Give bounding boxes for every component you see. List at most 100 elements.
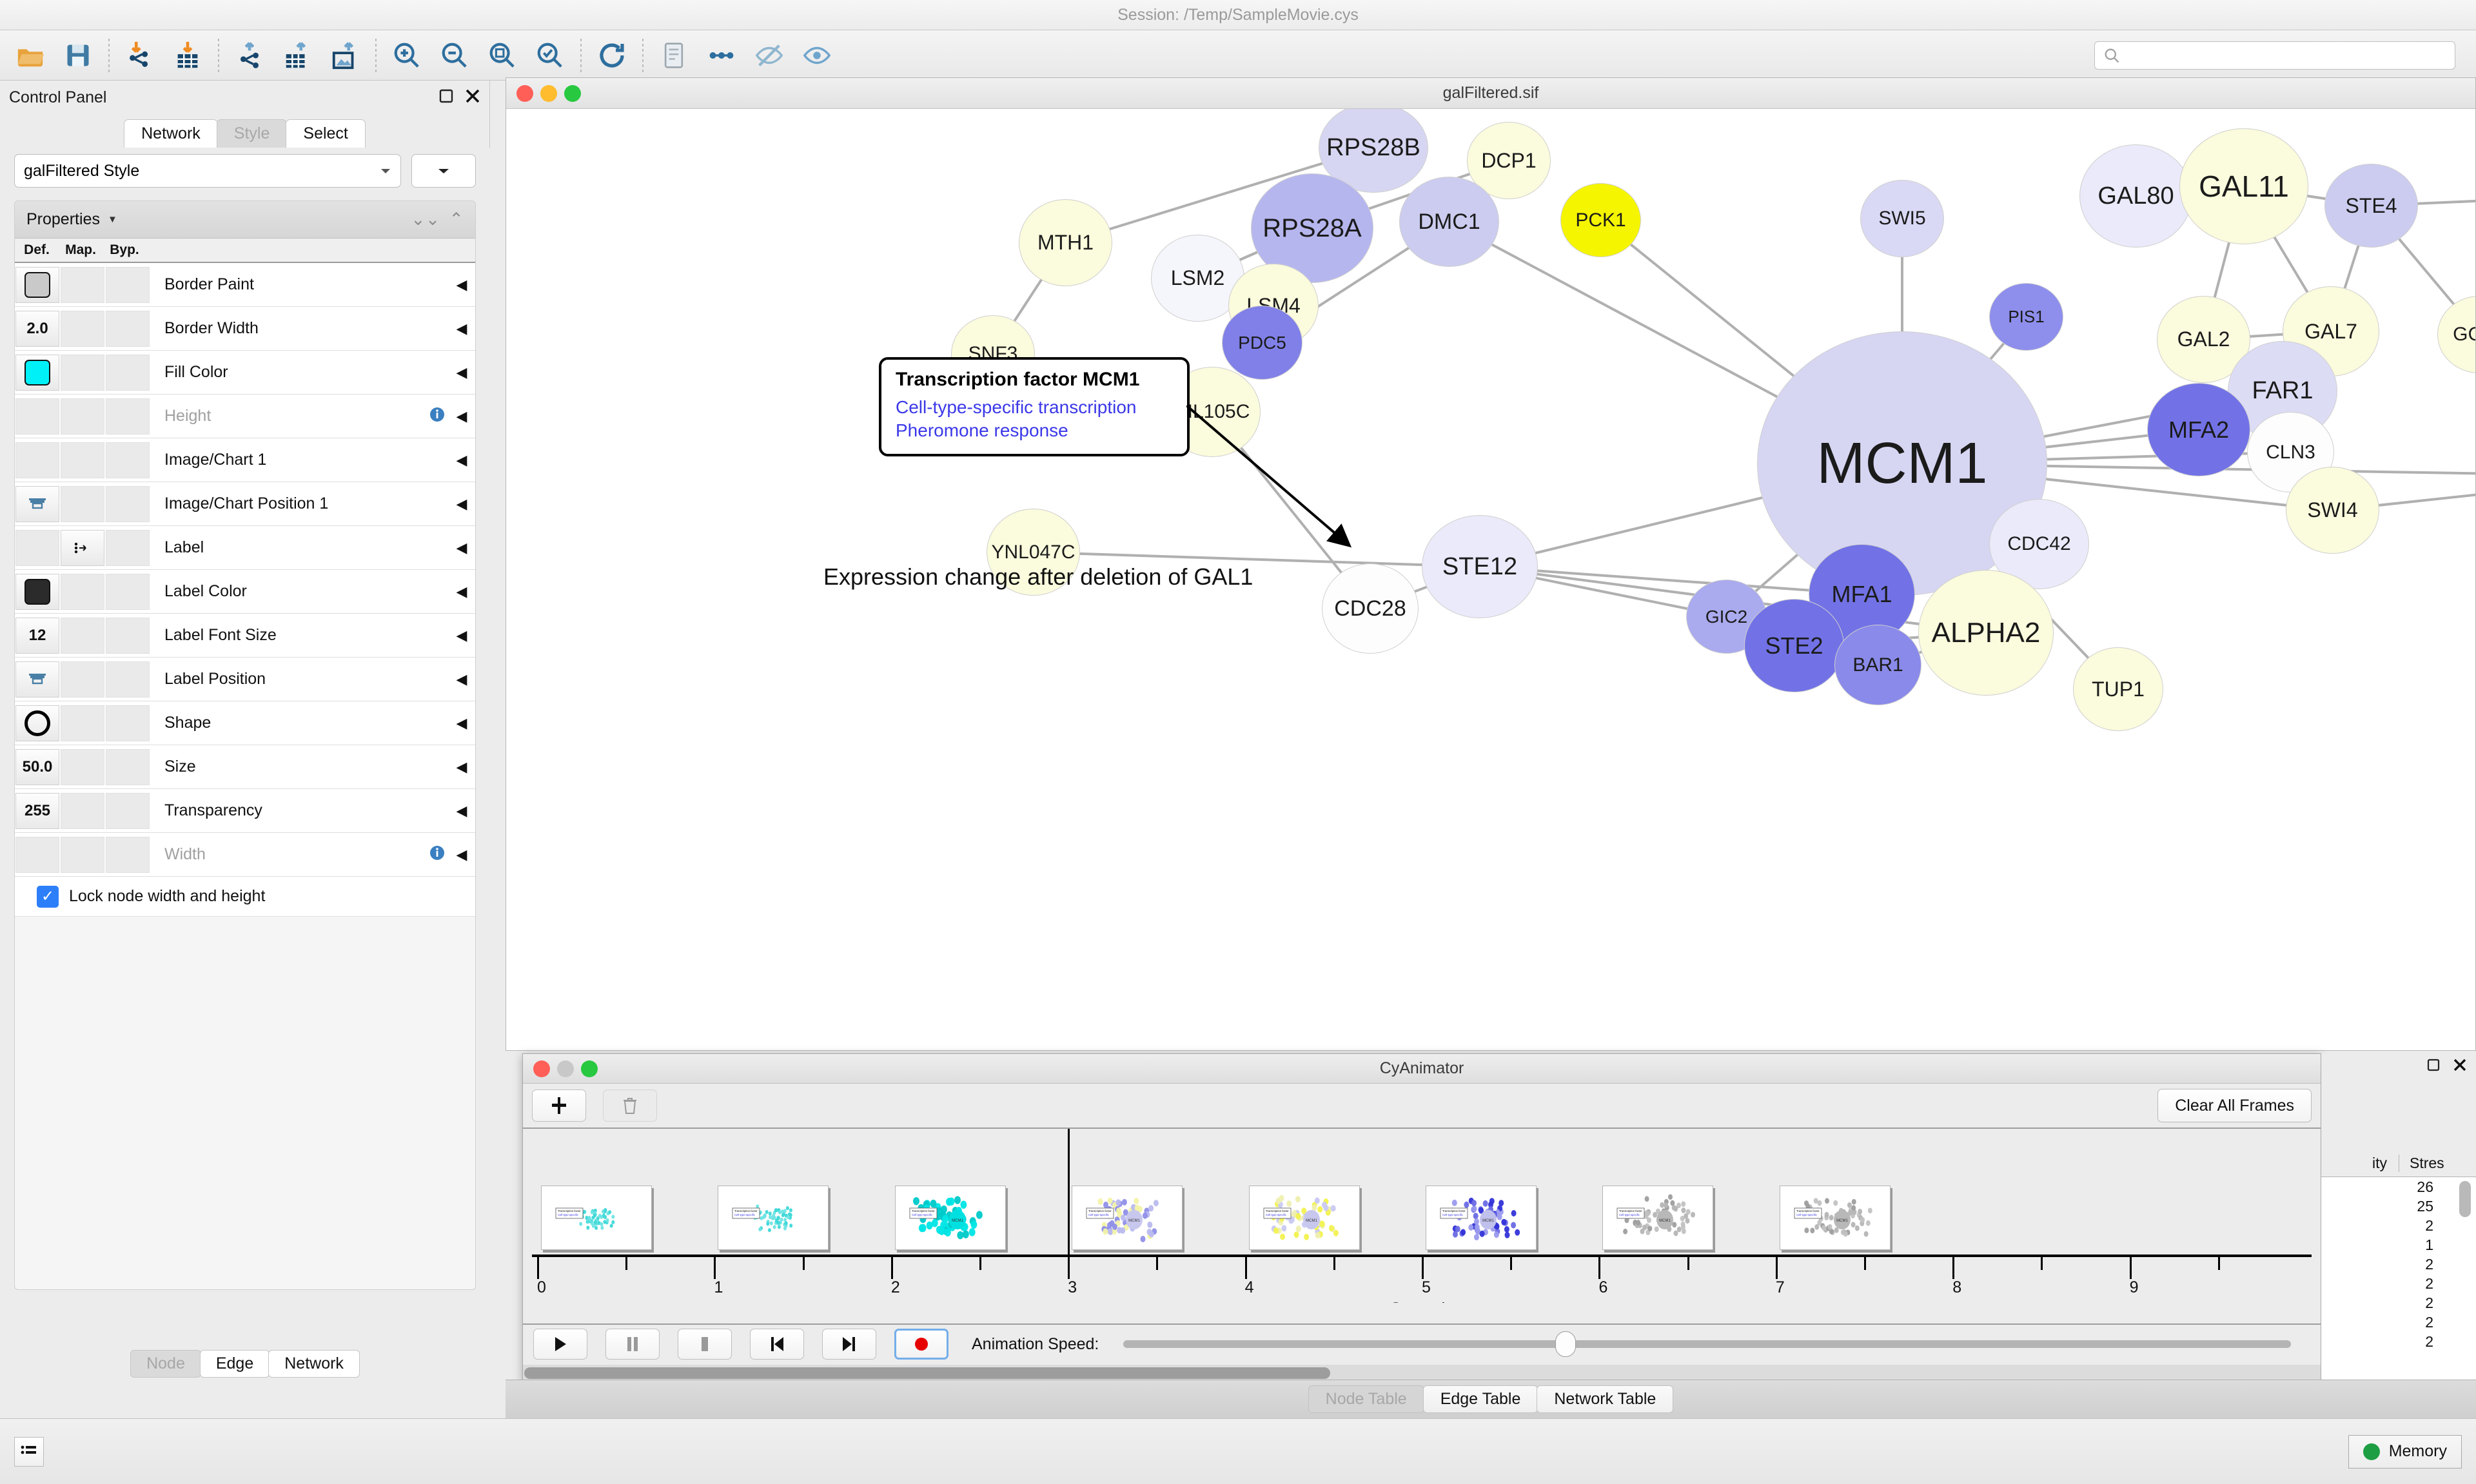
animation-frame[interactable]: Transcription factor Cell-type-specific: [718, 1186, 829, 1250]
property-default-cell[interactable]: [15, 266, 59, 303]
network-node[interactable]: BAR1: [1834, 625, 1921, 705]
zoom-fit-icon[interactable]: [478, 34, 526, 77]
property-default-cell[interactable]: 255: [15, 792, 59, 829]
position-icon[interactable]: [28, 496, 47, 512]
property-bypass-cell[interactable]: [106, 792, 150, 829]
table-close-icon[interactable]: [2453, 1058, 2467, 1075]
network-node[interactable]: ALPHA2: [1918, 570, 2054, 696]
property-default-cell[interactable]: 2.0: [15, 310, 59, 347]
property-expand-arrow[interactable]: ◀: [456, 364, 467, 380]
step-back-button[interactable]: [750, 1329, 804, 1360]
property-mapping-cell[interactable]: [61, 485, 104, 522]
float-panel-icon[interactable]: [439, 89, 453, 106]
table-row[interactable]: 2: [2425, 1313, 2433, 1331]
info-icon[interactable]: [426, 845, 448, 864]
property-row[interactable]: Image/Chart 1 ◀: [15, 438, 475, 482]
new-network-icon[interactable]: [650, 34, 698, 77]
pause-button[interactable]: [605, 1329, 660, 1360]
tab-node[interactable]: Node: [130, 1349, 201, 1378]
animation-frame[interactable]: Transcription factor Cell-type-specific: [541, 1186, 652, 1250]
mapping-icon[interactable]: [74, 541, 92, 555]
property-mapping-cell[interactable]: [61, 310, 104, 347]
property-mapping-cell[interactable]: [61, 705, 104, 741]
property-bypass-cell[interactable]: [106, 748, 150, 785]
property-expand-arrow[interactable]: ◀: [456, 539, 467, 556]
animator-minimize-button[interactable]: [557, 1060, 574, 1077]
network-edge[interactable]: [1479, 565, 1862, 596]
lock-node-size-row[interactable]: ✓ Lock node width and height: [15, 877, 475, 917]
network-node[interactable]: MTH1: [1019, 199, 1112, 286]
property-row[interactable]: Image/Chart Position 1 ◀: [15, 482, 475, 526]
network-node[interactable]: CDC28: [1322, 563, 1419, 654]
property-bypass-cell[interactable]: [106, 354, 150, 391]
hide-selected-icon[interactable]: [745, 34, 793, 77]
property-row[interactable]: 2.0 Border Width ◀: [15, 307, 475, 351]
animator-horizontal-scrollbar[interactable]: [523, 1365, 2321, 1381]
property-row[interactable]: Width ◀: [15, 833, 475, 877]
network-node[interactable]: STE2: [1744, 599, 1844, 692]
property-mapping-cell[interactable]: [61, 573, 104, 610]
property-expand-arrow[interactable]: ◀: [456, 583, 467, 600]
property-default-cell[interactable]: [15, 485, 59, 522]
network-node[interactable]: SWI4: [2286, 467, 2379, 554]
save-session-icon[interactable]: [54, 34, 102, 77]
animation-frame[interactable]: MCM1 Transcription factor Cell-type-specif…: [1779, 1186, 1891, 1250]
table-float-icon[interactable]: [2427, 1059, 2440, 1075]
table-row[interactable]: 2: [2425, 1216, 2433, 1234]
network-node[interactable]: DMC1: [1399, 177, 1499, 267]
table-row[interactable]: 26: [2417, 1178, 2433, 1195]
property-row[interactable]: 50.0 Size ◀: [15, 745, 475, 789]
table-row[interactable]: 25: [2417, 1197, 2433, 1215]
property-default-cell[interactable]: 50.0: [15, 748, 59, 785]
export-table-icon[interactable]: [273, 34, 321, 77]
network-edge[interactable]: [1033, 551, 1480, 568]
node-annotation-box[interactable]: Transcription factor MCM1 Cell-type-spec…: [879, 357, 1190, 456]
property-row[interactable]: 12 Label Font Size ◀: [15, 614, 475, 658]
property-expand-arrow[interactable]: ◀: [456, 495, 467, 512]
property-default-cell[interactable]: [15, 354, 59, 391]
lock-node-size-checkbox[interactable]: ✓: [37, 885, 59, 908]
close-window-button[interactable]: [516, 84, 533, 102]
animator-maximize-button[interactable]: [581, 1060, 598, 1077]
property-bypass-cell[interactable]: [106, 705, 150, 741]
property-bypass-cell[interactable]: [106, 529, 150, 566]
property-bypass-cell[interactable]: [106, 573, 150, 610]
record-button[interactable]: [894, 1329, 948, 1360]
table-row[interactable]: 2: [2425, 1274, 2433, 1292]
table-row[interactable]: 1: [2425, 1236, 2433, 1253]
property-bypass-cell[interactable]: [106, 661, 150, 698]
animation-frame[interactable]: MCM1 Transcription factor Cell-type-specif…: [1248, 1186, 1360, 1250]
property-row[interactable]: Fill Color ◀: [15, 351, 475, 395]
property-expand-arrow[interactable]: ◀: [456, 714, 467, 731]
maximize-window-button[interactable]: [564, 84, 581, 102]
network-edge[interactable]: [2332, 476, 2476, 512]
network-node[interactable]: MFA2: [2147, 383, 2250, 476]
property-default-cell[interactable]: [15, 661, 59, 698]
property-bypass-cell[interactable]: [106, 485, 150, 522]
export-image-icon[interactable]: [321, 34, 369, 77]
add-frame-button[interactable]: [532, 1089, 586, 1122]
table-row[interactable]: 2: [2425, 1294, 2433, 1311]
stop-button[interactable]: [678, 1329, 732, 1360]
zoom-out-icon[interactable]: [431, 34, 478, 77]
import-network-icon[interactable]: [116, 34, 164, 77]
property-default-cell[interactable]: [15, 705, 59, 741]
zoom-selected-icon[interactable]: [526, 34, 574, 77]
show-log-icon[interactable]: [14, 1436, 44, 1467]
animation-timeline[interactable]: 0123456789SecondsTranscription factorCel…: [532, 1129, 2312, 1303]
tab-network-style[interactable]: Network: [268, 1349, 360, 1378]
property-default-cell[interactable]: [15, 529, 59, 566]
property-mapping-cell[interactable]: [61, 266, 104, 303]
property-mapping-cell[interactable]: [61, 398, 104, 434]
tab-edge[interactable]: Edge: [199, 1349, 270, 1378]
property-expand-arrow[interactable]: ◀: [456, 407, 467, 424]
tab-node-table[interactable]: Node Table: [1308, 1385, 1424, 1413]
tab-select[interactable]: Select: [286, 119, 366, 148]
property-bypass-cell[interactable]: [106, 442, 150, 478]
import-table-icon[interactable]: [164, 34, 211, 77]
property-mapping-cell[interactable]: [61, 529, 104, 566]
tab-style[interactable]: Style: [216, 119, 288, 148]
property-expand-arrow[interactable]: ◀: [456, 802, 467, 819]
table-scrollbar-thumb[interactable]: [2459, 1181, 2471, 1217]
property-row[interactable]: Shape ◀: [15, 701, 475, 745]
